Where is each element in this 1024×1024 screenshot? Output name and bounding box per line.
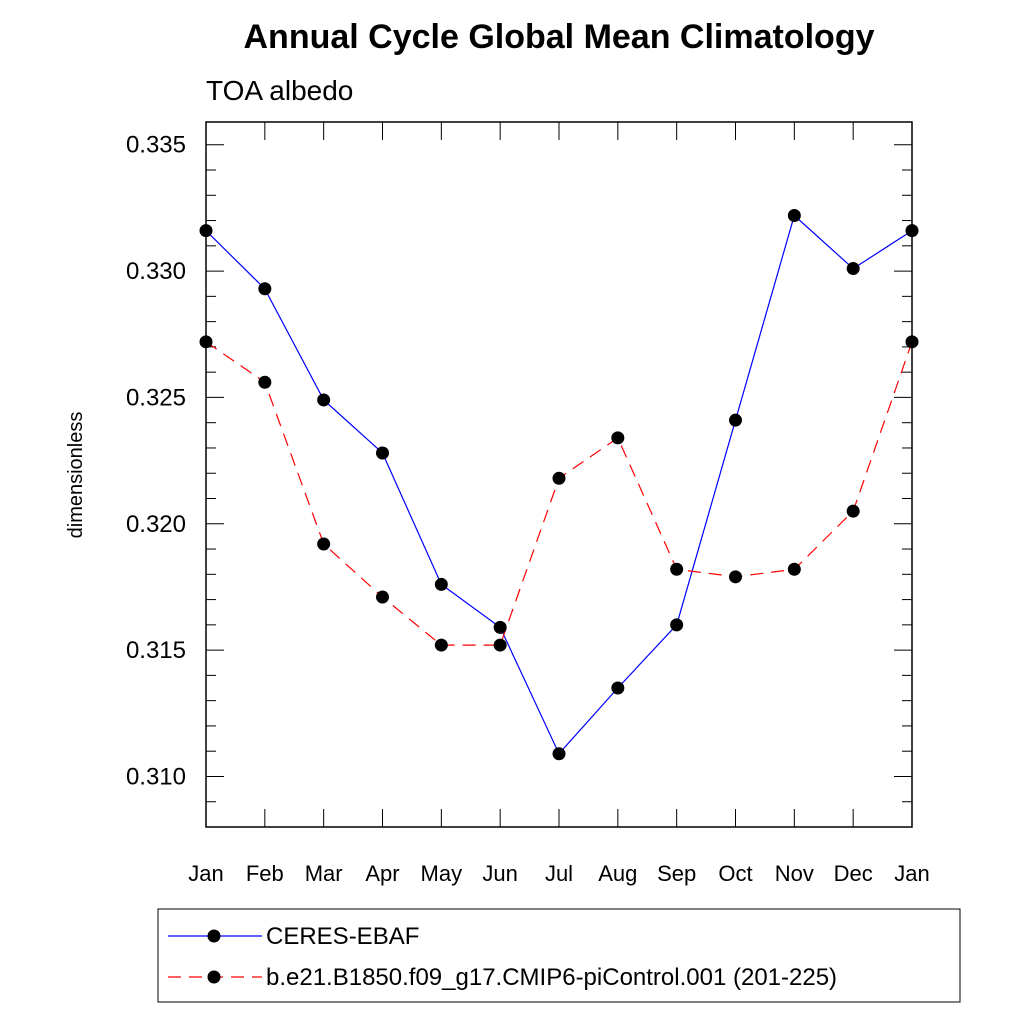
data-point-0 — [258, 282, 272, 296]
data-point-0 — [670, 618, 684, 632]
data-point-1 — [905, 335, 919, 349]
data-point-0 — [729, 413, 742, 427]
data-point-1 — [376, 590, 389, 604]
legend-box — [157, 908, 961, 1003]
x-tick-label: Dec — [834, 861, 873, 886]
data-point-0 — [493, 620, 507, 634]
y-tick-label: 0.315 — [126, 637, 186, 664]
data-point-1 — [787, 562, 801, 576]
data-point-0 — [787, 208, 801, 222]
y-tick-label: 0.330 — [126, 258, 186, 285]
y-tick-label: 0.335 — [126, 132, 186, 159]
x-tick-label: Sep — [657, 861, 696, 886]
data-point-1 — [258, 375, 272, 389]
x-tick-label: Apr — [365, 861, 399, 886]
x-tick-label: Jul — [545, 861, 573, 886]
legend-marker-model — [207, 970, 221, 984]
data-point-0 — [376, 446, 389, 460]
data-point-1 — [493, 638, 507, 652]
data-point-0 — [552, 747, 566, 761]
legend-label-ceres: CERES-EBAF — [266, 923, 419, 950]
data-point-1 — [729, 570, 742, 584]
y-tick-labels: 0.310 0.315 0.320 0.325 0.330 0.335 — [126, 132, 186, 791]
x-tick-label: Oct — [718, 861, 752, 886]
x-tick-label: Mar — [305, 861, 343, 886]
series-line-1 — [205, 341, 913, 646]
legend: CERES-EBAF b.e21.B1850.f09_g17.CMIP6-piC… — [157, 908, 961, 1003]
y-tick-label: 0.320 — [126, 511, 186, 538]
data-point-0 — [199, 224, 213, 238]
y-tick-label: 0.310 — [126, 763, 186, 790]
data-point-0 — [611, 681, 625, 695]
data-point-1 — [670, 562, 684, 576]
data-point-1 — [611, 431, 625, 445]
data-point-0 — [317, 393, 331, 407]
legend-label-model: b.e21.B1850.f09_g17.CMIP6-piControl.001 … — [266, 964, 837, 991]
data-point-0 — [846, 262, 860, 276]
series-layer — [199, 208, 919, 761]
x-tick-label: Feb — [246, 861, 284, 886]
y-axis-label: dimensionless — [65, 412, 87, 539]
data-point-0 — [434, 577, 448, 591]
data-point-1 — [552, 471, 566, 485]
data-point-0 — [905, 224, 919, 238]
chart-title: Annual Cycle Global Mean Climatology — [244, 18, 875, 56]
x-tick-labels: Jan Feb Mar Apr May Jun Jul Aug Sep Oct Nov Dec Jan — [188, 861, 929, 886]
plot-frame — [205, 121, 913, 828]
data-point-1 — [199, 335, 213, 349]
data-point-1 — [846, 504, 860, 518]
chart-subtitle: TOA albedo — [206, 75, 353, 106]
y-tick-label: 0.325 — [126, 384, 186, 411]
x-tick-label: Jan — [894, 861, 929, 886]
x-tick-label: Jun — [482, 861, 517, 886]
x-tick-label: Nov — [775, 861, 814, 886]
data-point-1 — [317, 537, 331, 551]
legend-marker-ceres — [207, 929, 221, 943]
x-tick-label: Jan — [188, 861, 223, 886]
x-tick-label: May — [421, 861, 463, 886]
x-tick-label: Aug — [598, 861, 637, 886]
data-point-1 — [434, 638, 448, 652]
